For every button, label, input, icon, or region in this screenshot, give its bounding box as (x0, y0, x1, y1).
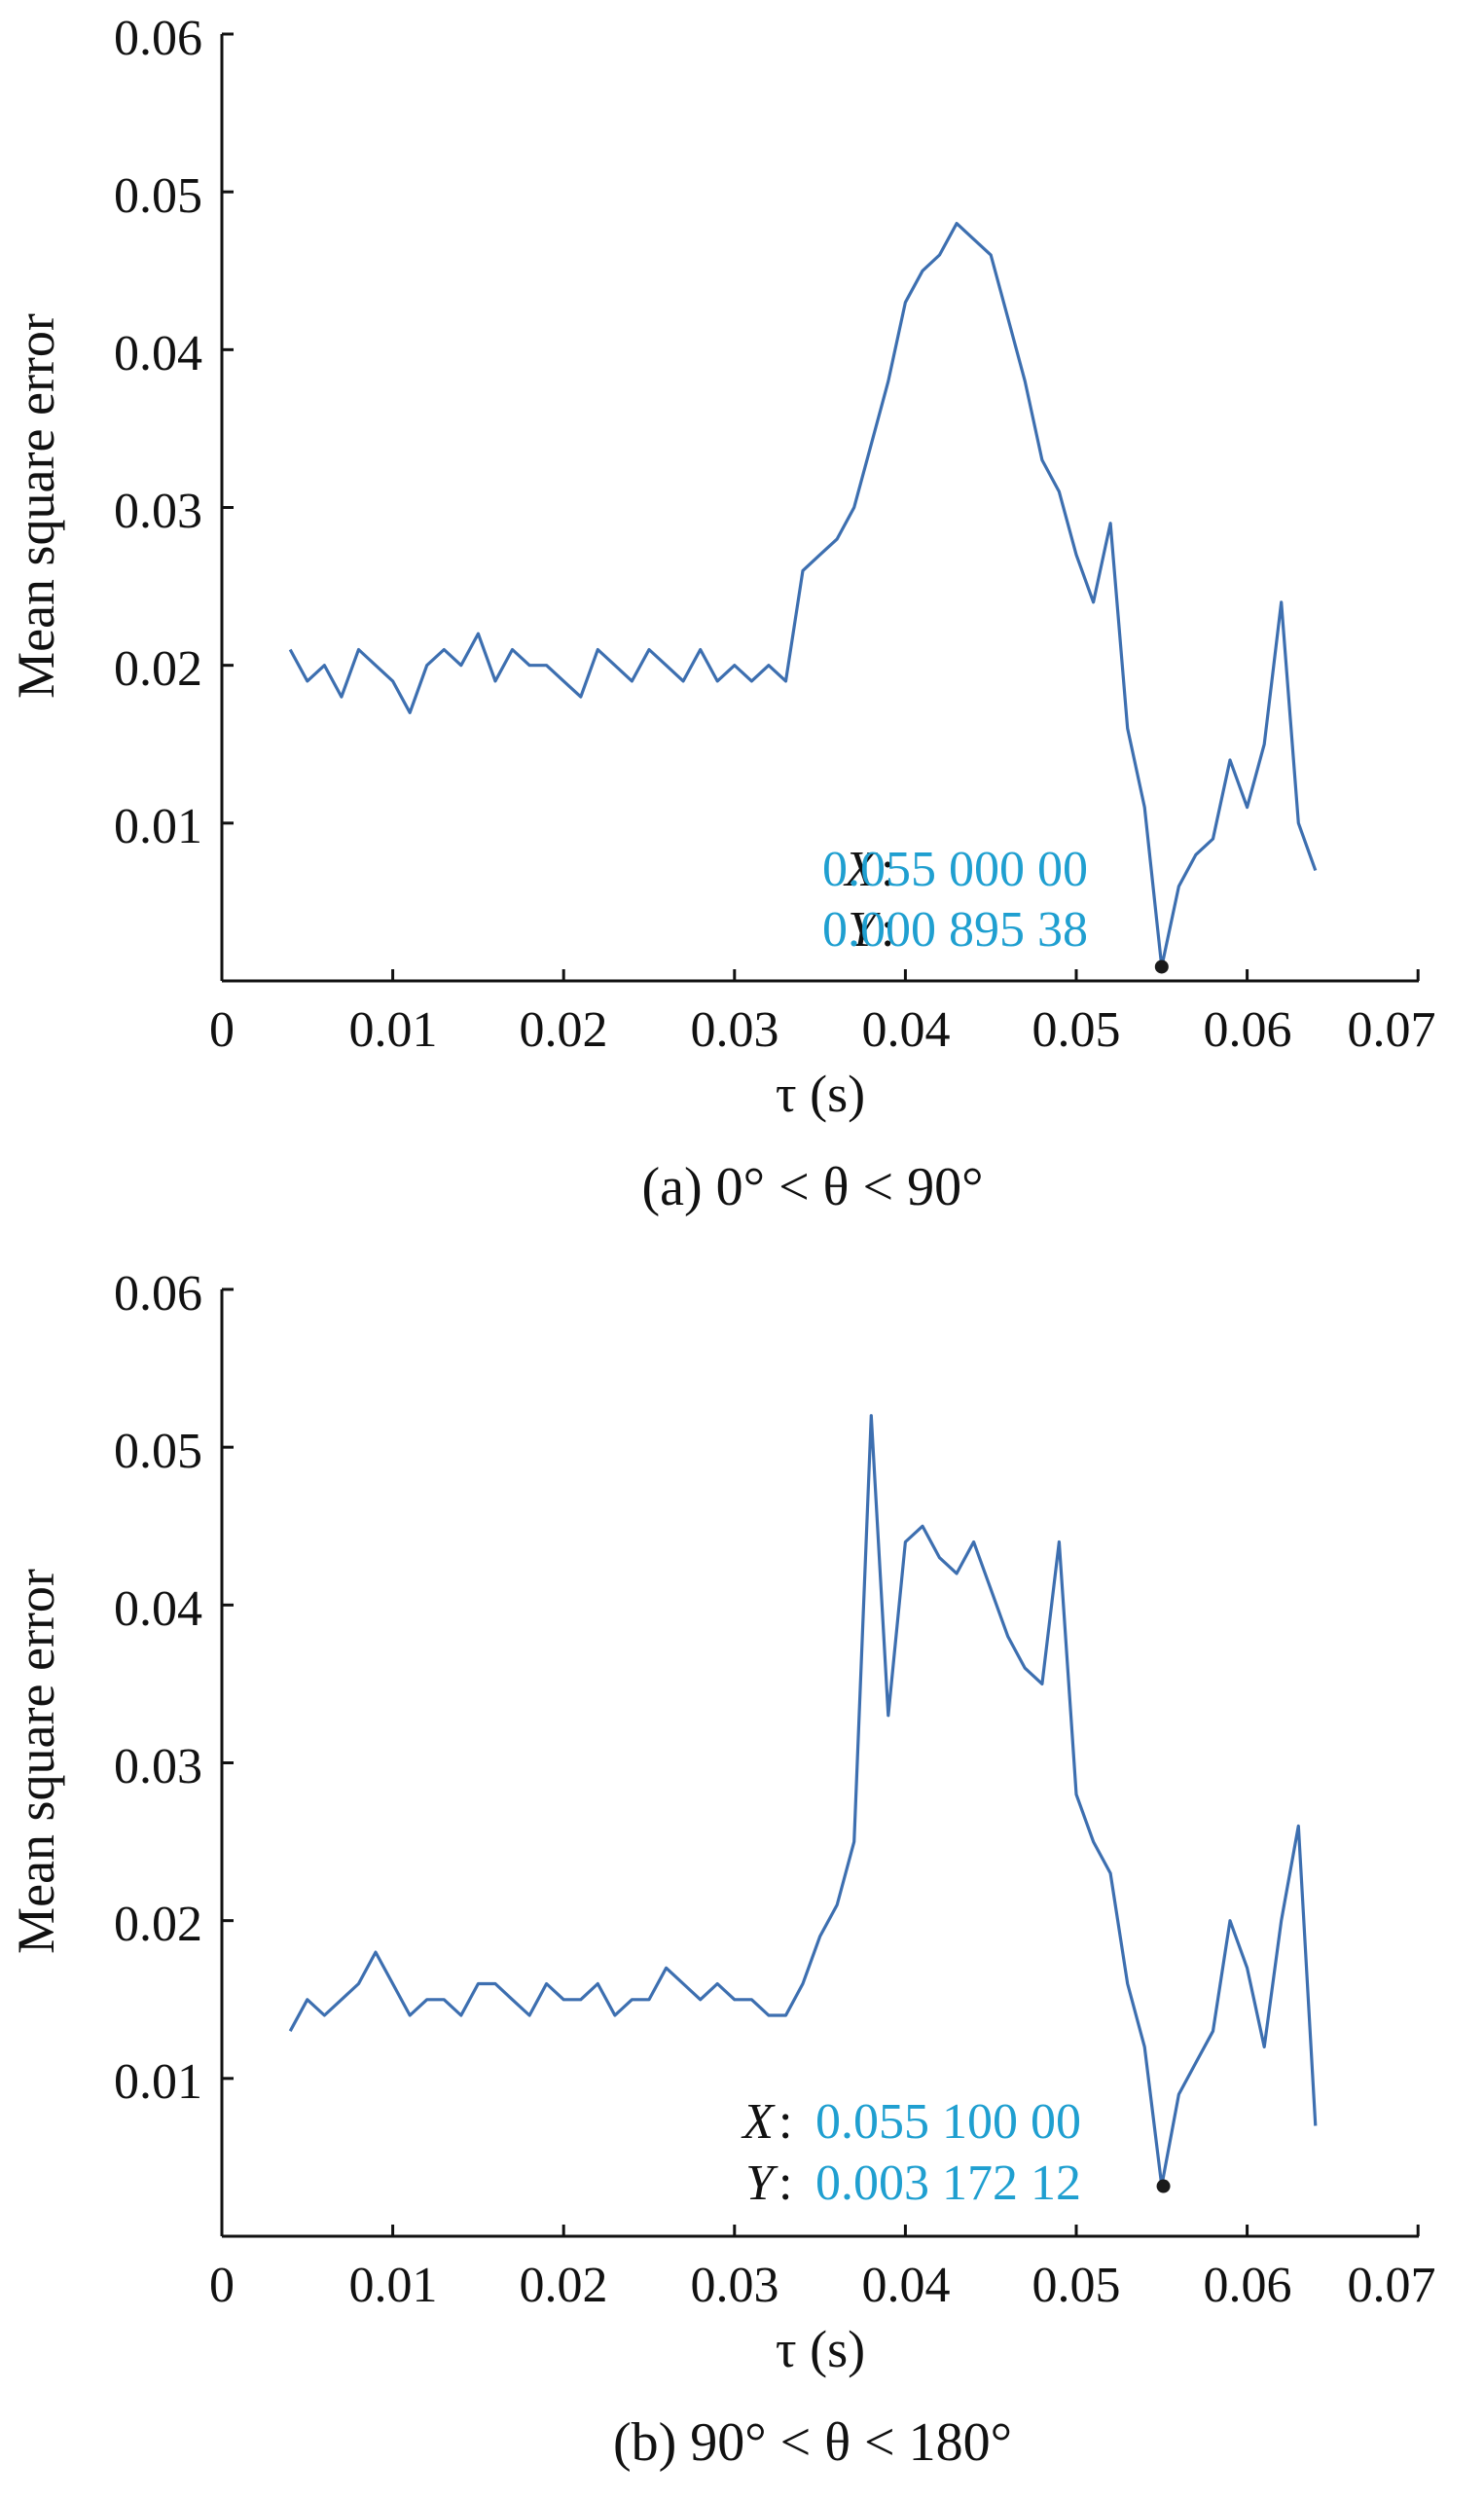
x-tick-label: 0.05 (1032, 1002, 1121, 1058)
x-tick-label: 0.06 (1204, 2258, 1292, 2313)
readout-x-label: X (843, 842, 878, 897)
y-tick-label: 0.05 (114, 1424, 202, 1479)
x-tick-label: 0.04 (862, 1002, 951, 1058)
x-tick-label: 0.06 (1204, 1002, 1292, 1058)
readout-y-label: Y (848, 902, 881, 958)
x-tick-label: 0.03 (691, 2258, 779, 2313)
y-tick-label: 0.01 (114, 799, 202, 854)
x-tick-label: 0.01 (349, 1002, 438, 1058)
y-tick-label: 0.04 (114, 326, 202, 381)
y-tick-label: 0.02 (114, 641, 202, 697)
readout-y-label: Y (745, 2155, 778, 2211)
readout-x-value: 0.055 100 00 (815, 2094, 1081, 2150)
data-cursor-marker (1156, 2179, 1171, 2193)
y-tick-label: 0.05 (114, 168, 202, 224)
readout-x-label: X (741, 2094, 776, 2150)
readout-y-value: 0.000 895 38 (822, 902, 1088, 958)
x-tick-label: 0.07 (1348, 1002, 1436, 1058)
series-line (288, 1414, 1318, 2188)
tick-marks (220, 1287, 1420, 2236)
y-axis-title: Mean square error (7, 1569, 65, 1954)
readout-x-colon: : (778, 2094, 792, 2150)
x-tick-label: 0.04 (862, 2258, 951, 2313)
x-tick-label: 0.07 (1348, 2258, 1436, 2313)
panel-caption: (b) 90° < θ < 180° (613, 2412, 1012, 2473)
readout-y-value: 0.003 172 12 (815, 2155, 1081, 2211)
y-tick-label: 0.06 (114, 1266, 202, 1322)
y-tick-label: 0.06 (114, 11, 202, 66)
tick-marks (220, 32, 1420, 981)
x-tick-label: 0 (209, 2258, 235, 2313)
panel-a: 0 0.01 0.02 0.03 0.04 0.05 0.06 0.07 0.0… (7, 11, 1436, 1217)
x-tick-label: 0 (209, 1002, 235, 1058)
readout-x-colon: : (881, 842, 894, 897)
panel-caption: (a) 0° < θ < 90° (642, 1157, 984, 1217)
series-line (288, 222, 1318, 968)
data-cursor-marker (1154, 960, 1169, 974)
y-tick-label: 0.01 (114, 2054, 202, 2110)
x-tick-label: 0.01 (349, 2258, 438, 2313)
y-axis-title: Mean square error (7, 313, 65, 699)
x-tick-label: 0.05 (1032, 2258, 1121, 2313)
x-axis-title: τ (s) (776, 1065, 865, 1123)
readout-x-value: 0.055 000 00 (822, 842, 1088, 897)
readout-y-colon: : (778, 2155, 792, 2211)
x-tick-label: 0.02 (520, 1002, 608, 1058)
y-tick-label: 0.04 (114, 1581, 202, 1637)
y-tick-label: 0.02 (114, 1897, 202, 1952)
y-tick-label: 0.03 (114, 1739, 202, 1794)
x-tick-label: 0.03 (691, 1002, 779, 1058)
x-axis-title: τ (s) (776, 2320, 865, 2378)
panel-b: 0 0.01 0.02 0.03 0.04 0.05 0.06 0.07 0.0… (7, 1266, 1436, 2473)
y-tick-label: 0.03 (114, 484, 202, 539)
readout-y-colon: : (881, 902, 894, 958)
x-tick-label: 0.02 (520, 2258, 608, 2313)
